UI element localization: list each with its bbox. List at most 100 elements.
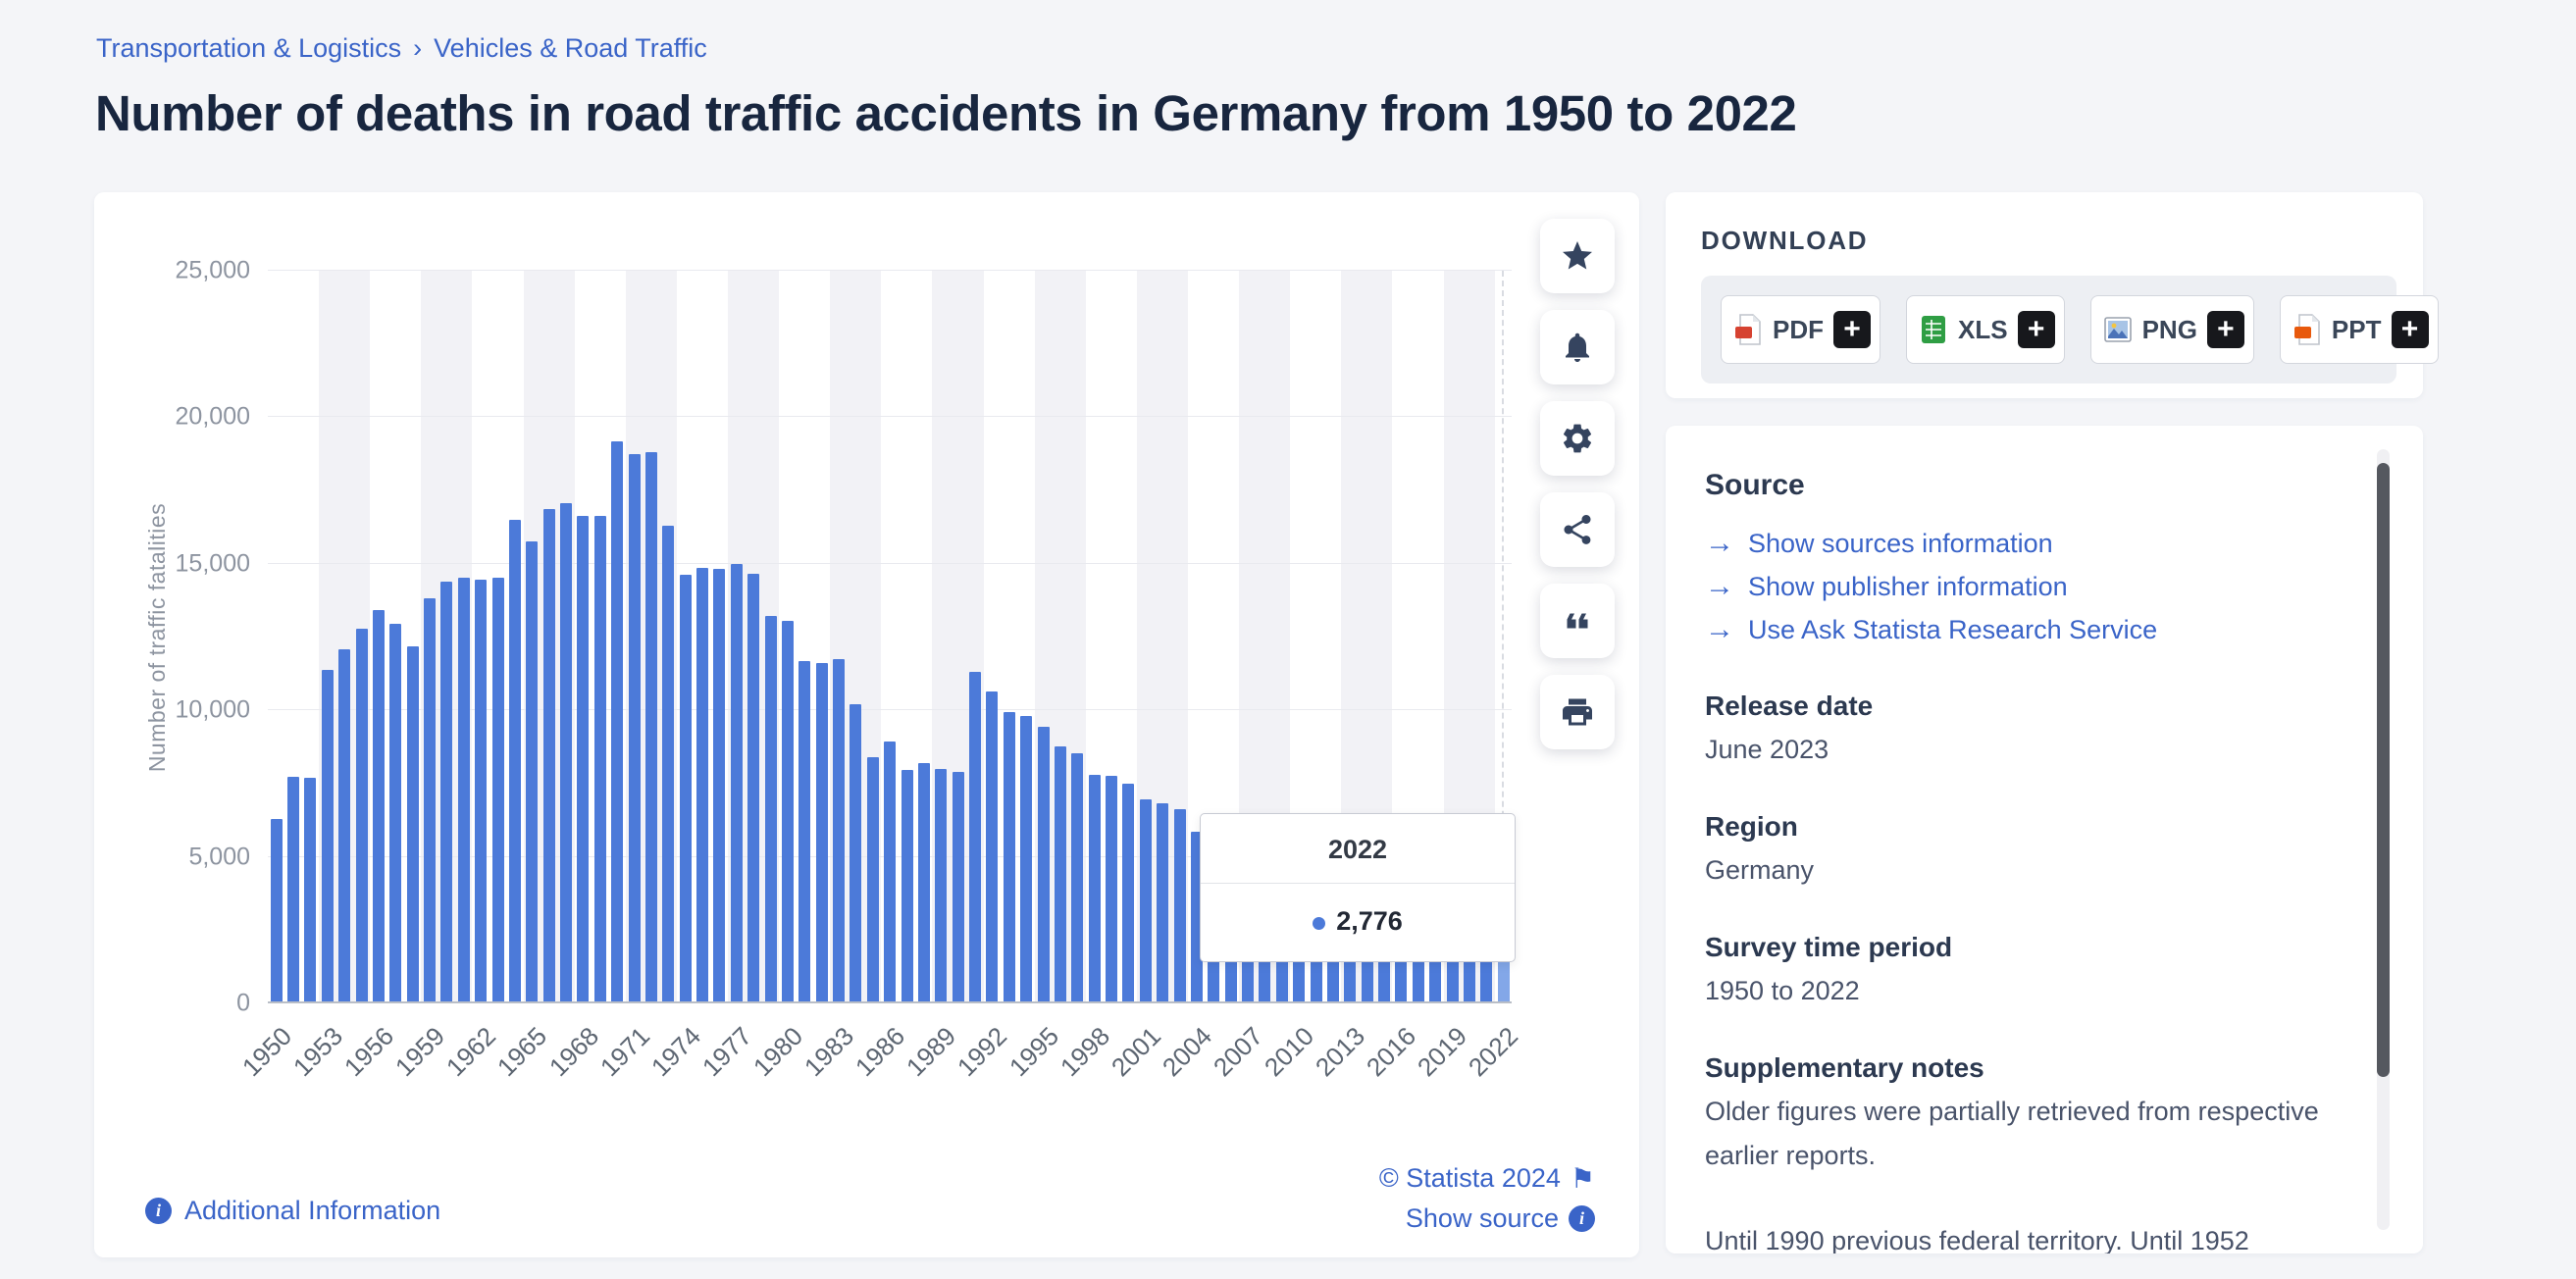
download-xls-button[interactable]: XLS + (1906, 295, 2065, 364)
bar-1992[interactable] (986, 691, 999, 1003)
bar-2004[interactable] (1190, 832, 1203, 1003)
bar-1969[interactable] (593, 515, 606, 1003)
bar-1961[interactable] (457, 578, 470, 1003)
source-link-2[interactable]: → Use Ask Statista Research Service (1705, 608, 2329, 651)
bar-1971[interactable] (628, 453, 641, 1003)
bar-1956[interactable] (372, 609, 385, 1003)
bar-1986[interactable] (884, 741, 897, 1003)
xls-file-icon (1919, 313, 1948, 346)
bar-1955[interactable] (355, 628, 368, 1003)
download-png-button[interactable]: PNG + (2089, 295, 2254, 364)
bar-1996[interactable] (1054, 746, 1066, 1003)
bar-1966[interactable] (542, 508, 555, 1003)
bar-2003[interactable] (1173, 809, 1186, 1003)
bar-1978[interactable] (747, 573, 760, 1003)
plot-area: Number of traffic fatalities 0 5,000 10,00… (144, 257, 1524, 1083)
bar-2001[interactable] (1139, 798, 1152, 1003)
bar-1985[interactable] (866, 757, 879, 1003)
x-tick-label: 2019 (1412, 1021, 1473, 1083)
gridline (268, 709, 1512, 711)
bar-1965[interactable] (526, 541, 539, 1003)
breadcrumb-separator-icon: › (413, 33, 423, 63)
x-tick-label: 1959 (389, 1021, 451, 1083)
settings-button[interactable] (1540, 401, 1615, 476)
bar-1952[interactable] (304, 778, 317, 1003)
bar-1968[interactable] (577, 515, 590, 1003)
bar-1981[interactable] (799, 661, 811, 1003)
bar-1972[interactable] (644, 451, 657, 1003)
bar-1974[interactable] (679, 575, 692, 1003)
copyright-link[interactable]: © Statista 2024 ⚑ (1379, 1162, 1595, 1195)
bar-2002[interactable] (1157, 802, 1169, 1003)
bar-1967[interactable] (560, 502, 573, 1003)
share-button[interactable] (1540, 492, 1615, 567)
bar-1958[interactable] (406, 646, 419, 1003)
bar-2000[interactable] (1122, 783, 1135, 1003)
scrollbar-thumb[interactable] (2377, 463, 2390, 1077)
bar-1995[interactable] (1037, 726, 1050, 1003)
tooltip-value: 2,776 (1336, 906, 1403, 936)
breadcrumb-link-subcategory[interactable]: Vehicles & Road Traffic (434, 33, 707, 63)
print-button[interactable] (1540, 675, 1615, 749)
hover-guideline (1502, 271, 1504, 1003)
bar-1964[interactable] (508, 520, 521, 1003)
breadcrumb-link-category[interactable]: Transportation & Logistics (96, 33, 402, 63)
source-link-0[interactable]: → Show sources information (1705, 522, 2329, 565)
plus-icon[interactable]: + (1833, 311, 1871, 348)
x-tick-label: 2022 (1463, 1021, 1524, 1083)
show-source-label: Show source (1405, 1203, 1559, 1233)
bar-1973[interactable] (662, 525, 675, 1003)
bar-1960[interactable] (440, 581, 453, 1003)
info-icon: i (145, 1198, 172, 1224)
x-tick-label: 1992 (952, 1021, 1013, 1083)
bar-1950[interactable] (270, 819, 283, 1003)
additional-information-link[interactable]: i Additional Information (145, 1196, 440, 1226)
bar-1999[interactable] (1106, 775, 1118, 1003)
bar-1962[interactable] (475, 580, 488, 1003)
bar-1983[interactable] (833, 659, 846, 1003)
bar-1979[interactable] (764, 615, 777, 1003)
bar-1959[interactable] (424, 598, 437, 1003)
bar-1988[interactable] (917, 762, 930, 1003)
bar-1951[interactable] (287, 776, 300, 1003)
bar-1987[interactable] (901, 769, 913, 1003)
bar-1977[interactable] (730, 564, 743, 1003)
source-section-heading: Survey time period (1705, 932, 1953, 962)
download-format-label: PNG (2141, 314, 2197, 344)
x-tick-label: 1989 (901, 1021, 962, 1083)
download-pdf-button[interactable]: PDF + (1721, 295, 1880, 364)
additional-information-label: Additional Information (184, 1196, 441, 1225)
plus-icon[interactable]: + (2206, 311, 2244, 348)
alerts-button[interactable] (1540, 310, 1615, 384)
y-tick-label: 15,000 (175, 549, 250, 578)
bar-1993[interactable] (1003, 711, 1015, 1003)
source-link-1[interactable]: → Show publisher information (1705, 565, 2329, 608)
bar-1976[interactable] (713, 569, 726, 1003)
y-tick-label: 10,000 (175, 695, 250, 724)
bar-1984[interactable] (850, 704, 862, 1003)
bar-1970[interactable] (611, 440, 624, 1003)
bar-1953[interactable] (321, 670, 334, 1003)
bar-1975[interactable] (696, 567, 709, 1003)
show-source-link[interactable]: Show source i (1406, 1203, 1595, 1234)
printer-icon (1560, 694, 1595, 730)
bar-1990[interactable] (952, 771, 964, 1003)
favorite-button[interactable] (1540, 219, 1615, 293)
bar-1998[interactable] (1088, 775, 1101, 1003)
pdf-file-icon (1733, 313, 1763, 346)
bar-1991[interactable] (969, 672, 982, 1003)
plus-icon[interactable]: + (2017, 311, 2055, 348)
bar-1997[interactable] (1071, 752, 1084, 1003)
download-ppt-button[interactable]: PPT + (2279, 295, 2439, 364)
bar-1994[interactable] (1020, 715, 1033, 1003)
plus-icon[interactable]: + (2391, 311, 2429, 348)
arrow-icon: → (1705, 570, 1734, 602)
bar-1980[interactable] (781, 621, 794, 1003)
cite-button[interactable] (1540, 584, 1615, 658)
bar-1982[interactable] (815, 663, 828, 1003)
bar-1957[interactable] (389, 623, 402, 1003)
bar-1963[interactable] (491, 578, 504, 1003)
bar-1954[interactable] (338, 648, 351, 1003)
bar-1989[interactable] (935, 769, 948, 1003)
series-dot-icon (1313, 917, 1326, 930)
